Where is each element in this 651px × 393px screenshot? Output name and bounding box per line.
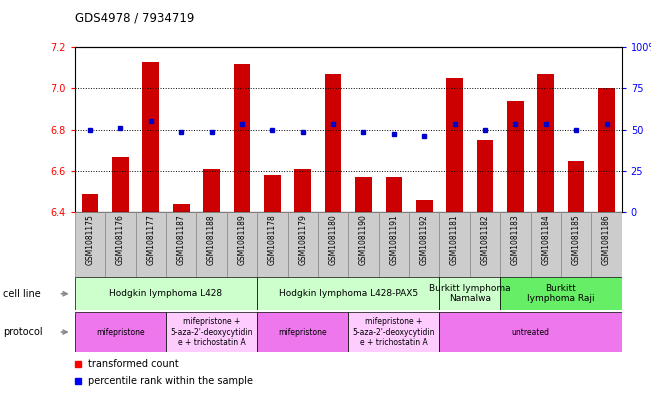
Text: GSM1081180: GSM1081180 [329, 214, 338, 265]
Bar [75, 312, 166, 352]
Text: GSM1081181: GSM1081181 [450, 214, 459, 265]
Bar [166, 312, 257, 352]
Text: mifepristone +
5-aza-2'-deoxycytidin
e + trichostatin A: mifepristone + 5-aza-2'-deoxycytidin e +… [353, 317, 435, 347]
Bar [537, 74, 554, 212]
Text: Burkitt
lymphoma Raji: Burkitt lymphoma Raji [527, 284, 595, 303]
Bar [75, 212, 105, 277]
Bar [143, 62, 159, 212]
Text: GSM1081190: GSM1081190 [359, 214, 368, 265]
Bar [470, 212, 500, 277]
Text: GSM1081179: GSM1081179 [298, 214, 307, 265]
Bar [234, 64, 250, 212]
Bar [409, 212, 439, 277]
Bar [135, 212, 166, 277]
Bar [166, 212, 197, 277]
Bar [531, 212, 561, 277]
Text: GSM1081177: GSM1081177 [146, 214, 156, 265]
Bar [385, 177, 402, 212]
Text: GSM1081188: GSM1081188 [207, 214, 216, 265]
Bar [173, 204, 189, 212]
Text: Hodgkin lymphoma L428-PAX5: Hodgkin lymphoma L428-PAX5 [279, 289, 418, 298]
Text: Hodgkin lymphoma L428: Hodgkin lymphoma L428 [109, 289, 223, 298]
Bar [105, 212, 135, 277]
Bar [500, 212, 531, 277]
Bar [446, 78, 463, 212]
Text: GSM1081183: GSM1081183 [511, 214, 520, 265]
Bar [598, 88, 615, 212]
Bar [264, 175, 281, 212]
Bar [439, 277, 500, 310]
Bar [197, 212, 227, 277]
Text: transformed count: transformed count [88, 358, 179, 369]
Bar [439, 212, 470, 277]
Bar [257, 312, 348, 352]
Text: mifepristone: mifepristone [96, 328, 145, 336]
Bar [203, 169, 220, 212]
Bar [379, 212, 409, 277]
Text: protocol: protocol [3, 327, 43, 337]
Bar [227, 212, 257, 277]
Bar [416, 200, 432, 212]
Text: GSM1081184: GSM1081184 [541, 214, 550, 265]
Bar [500, 277, 622, 310]
Bar [561, 212, 591, 277]
Text: untreated: untreated [512, 328, 549, 336]
Bar [112, 156, 129, 212]
Text: Burkitt lymphoma
Namalwa: Burkitt lymphoma Namalwa [429, 284, 510, 303]
Bar [507, 101, 523, 212]
Text: GSM1081175: GSM1081175 [85, 214, 94, 265]
Text: GSM1081178: GSM1081178 [268, 214, 277, 265]
Bar [325, 74, 341, 212]
Text: mifepristone: mifepristone [279, 328, 327, 336]
Bar [318, 212, 348, 277]
Bar [568, 161, 585, 212]
Text: cell line: cell line [3, 289, 41, 299]
Bar [591, 212, 622, 277]
Text: GSM1081187: GSM1081187 [176, 214, 186, 265]
Text: GSM1081176: GSM1081176 [116, 214, 125, 265]
Text: GSM1081186: GSM1081186 [602, 214, 611, 265]
Text: GSM1081191: GSM1081191 [389, 214, 398, 265]
Text: GSM1081185: GSM1081185 [572, 214, 581, 265]
Bar [355, 177, 372, 212]
Text: percentile rank within the sample: percentile rank within the sample [88, 376, 253, 386]
Bar [439, 312, 622, 352]
Bar [257, 212, 288, 277]
Text: mifepristone +
5-aza-2'-deoxycytidin
e + trichostatin A: mifepristone + 5-aza-2'-deoxycytidin e +… [171, 317, 253, 347]
Bar [477, 140, 493, 212]
Bar [294, 169, 311, 212]
Bar [348, 312, 439, 352]
Bar [257, 277, 439, 310]
Bar [348, 212, 379, 277]
Bar [288, 212, 318, 277]
Bar [75, 277, 257, 310]
Text: GDS4978 / 7934719: GDS4978 / 7934719 [75, 12, 194, 25]
Text: GSM1081189: GSM1081189 [238, 214, 247, 265]
Bar [82, 194, 98, 212]
Text: GSM1081192: GSM1081192 [420, 214, 429, 265]
Text: GSM1081182: GSM1081182 [480, 214, 490, 265]
